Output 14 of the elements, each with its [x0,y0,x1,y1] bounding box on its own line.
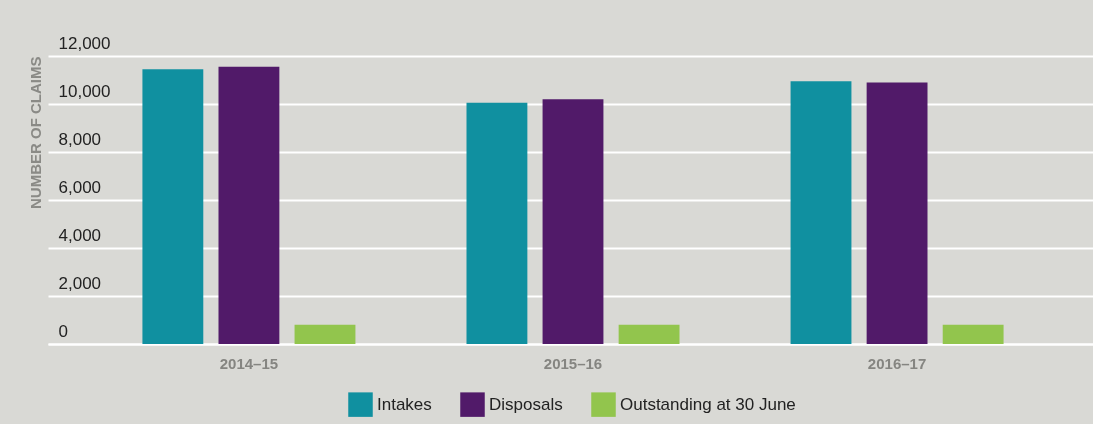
legend-label: Outstanding at 30 June [620,394,796,414]
x-tick-label: 2014–15 [219,354,279,372]
legend-label: Disposals [489,394,563,414]
y-tick-label: 12,000 [58,33,111,53]
y-tick-label: 6,000 [58,177,102,197]
y-tick-label: 0 [58,321,68,341]
y-tick-label: 4,000 [58,225,102,245]
x-tick-label: 2016–17 [867,354,927,372]
y-tick-label: 2,000 [58,273,102,293]
y-tick-label: 8,000 [58,129,102,149]
y-axis-title: NUMBER OF CLAIMS [26,56,44,209]
legend-label: Intakes [377,394,432,414]
y-tick-label: 10,000 [58,81,111,101]
x-tick-label: 2015–16 [543,354,603,372]
